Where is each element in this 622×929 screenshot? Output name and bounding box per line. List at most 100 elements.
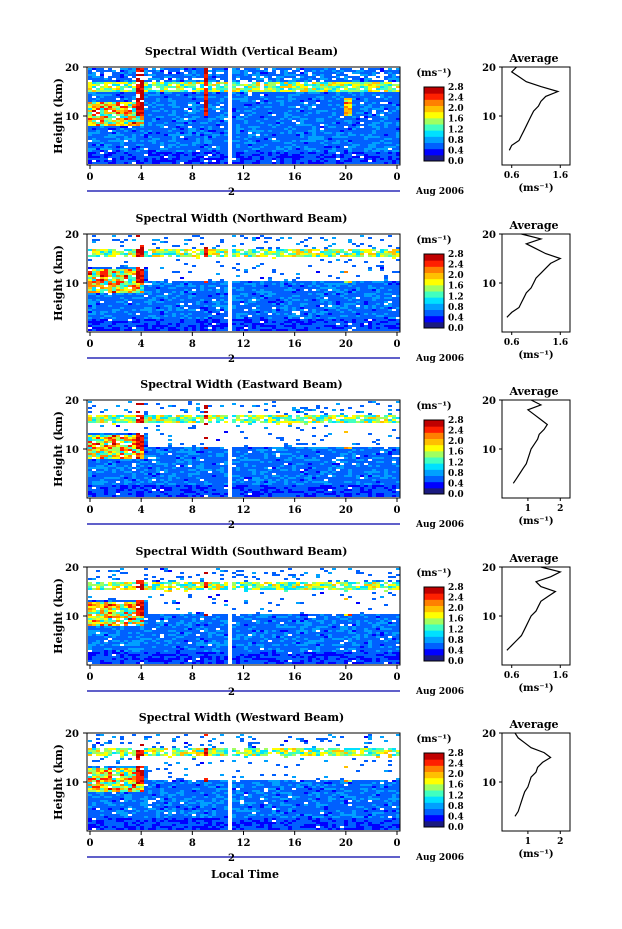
heatmap-cell <box>352 104 356 106</box>
heatmap-cell <box>324 120 328 122</box>
heatmap-cell <box>100 74 104 76</box>
heatmap-cell <box>328 148 332 150</box>
heatmap-cell <box>256 251 260 253</box>
heatmap-cell <box>108 98 112 100</box>
heatmap-cell <box>104 102 108 104</box>
heatmap-cell <box>324 96 328 98</box>
heatmap-cell <box>324 118 328 120</box>
heatmap-cell <box>396 108 400 110</box>
heatmap-cell <box>380 110 384 112</box>
heatmap-cell <box>352 144 356 146</box>
heatmap-cell <box>252 126 256 128</box>
heatmap-cell <box>116 138 120 140</box>
heatmap-cell <box>120 297 124 299</box>
heatmap-cell <box>284 124 288 126</box>
heatmap-cell <box>320 76 324 78</box>
heatmap-cell <box>112 98 116 100</box>
heatmap-cell <box>364 136 368 138</box>
heatmap-cell <box>192 80 196 82</box>
heatmap-cell <box>296 126 300 128</box>
heatmap-cell <box>192 247 196 249</box>
heatmap-cell <box>172 303 176 305</box>
heatmap-cell <box>124 327 128 329</box>
heatmap-cell <box>284 70 288 72</box>
heatmap-cell <box>104 271 108 273</box>
heatmap-cell <box>108 118 112 120</box>
heatmap-cell <box>200 142 204 144</box>
heatmap-cell <box>392 92 396 94</box>
heatmap-cell <box>104 249 108 251</box>
heatmap-cell <box>368 156 372 158</box>
heatmap-cell <box>344 112 348 114</box>
heatmap-cell <box>180 94 184 96</box>
heatmap-cell <box>332 156 336 158</box>
heatmap-cell <box>192 301 196 303</box>
heatmap-cell <box>172 68 176 70</box>
heatmap-cell <box>312 68 316 70</box>
heatmap-cell <box>192 255 196 257</box>
heatmap-cell <box>136 271 140 273</box>
heatmap-cell <box>240 253 244 255</box>
heatmap-cell <box>280 110 284 112</box>
heatmap-cell <box>164 305 168 307</box>
heatmap-cell <box>340 146 344 148</box>
heatmap-cell <box>344 138 348 140</box>
heatmap-cell <box>256 98 260 100</box>
heatmap-cell <box>220 146 224 148</box>
heatmap-cell <box>244 162 248 164</box>
heatmap-cell <box>296 88 300 90</box>
heatmap-cell <box>208 317 212 319</box>
heatmap-cell <box>104 144 108 146</box>
heatmap-cell <box>268 110 272 112</box>
heatmap-cell <box>392 140 396 142</box>
heatmap-cell <box>140 329 144 331</box>
heatmap-cell <box>356 102 360 104</box>
heatmap-cell <box>100 116 104 118</box>
heatmap-cell <box>288 136 292 138</box>
heatmap-cell <box>376 124 380 126</box>
heatmap-cell <box>224 88 228 90</box>
heatmap-cell <box>108 92 112 94</box>
heatmap-cell <box>92 90 96 92</box>
heatmap-cell <box>360 124 364 126</box>
heatmap-cell <box>332 100 336 102</box>
heatmap-cell <box>140 68 144 70</box>
heatmap-cell <box>372 84 376 86</box>
heatmap-cell <box>204 114 208 116</box>
heatmap-cell <box>92 277 96 279</box>
heatmap-cell <box>252 98 256 100</box>
heatmap-cell <box>256 313 260 315</box>
heatmap-cell <box>376 102 380 104</box>
heatmap-cell <box>344 124 348 126</box>
heatmap-cell <box>148 295 152 297</box>
heatmap-cell <box>124 128 128 130</box>
heatmap-cell <box>124 96 128 98</box>
heatmap-cell <box>120 130 124 132</box>
heatmap-cell <box>296 86 300 88</box>
heatmap-cell <box>164 96 168 98</box>
heatmap-cell <box>384 136 388 138</box>
heatmap-cell <box>332 158 336 160</box>
heatmap-cell <box>256 104 260 106</box>
heatmap-cell <box>352 132 356 134</box>
heatmap-cell <box>360 150 364 152</box>
heatmap-cell <box>160 74 164 76</box>
heatmap-cell <box>116 90 120 92</box>
heatmap-cell <box>248 297 252 299</box>
heatmap-cell <box>256 80 260 82</box>
heatmap-cell <box>220 158 224 160</box>
heatmap-cell <box>192 315 196 317</box>
heatmap-cell <box>104 92 108 94</box>
heatmap-cell <box>224 86 228 88</box>
heatmap-cell <box>260 90 264 92</box>
heatmap-cell <box>112 305 116 307</box>
heatmap-cell <box>92 92 96 94</box>
heatmap-cell <box>96 104 100 106</box>
heatmap-cell <box>340 86 344 88</box>
heatmap-cell <box>148 118 152 120</box>
heatmap-cell <box>96 317 100 319</box>
heatmap-cell <box>356 130 360 132</box>
heatmap-cell <box>180 287 184 289</box>
heatmap-cell <box>280 96 284 98</box>
heatmap-cell <box>100 315 104 317</box>
